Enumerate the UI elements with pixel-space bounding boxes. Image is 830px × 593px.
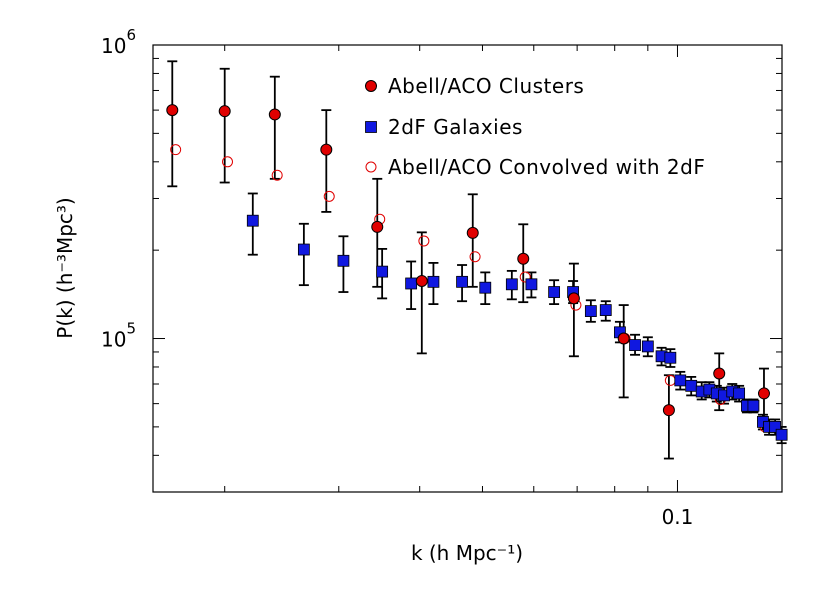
convolved-point xyxy=(664,374,676,386)
convolved-point xyxy=(418,235,430,247)
galaxy-point xyxy=(337,254,350,267)
cluster-point xyxy=(567,292,580,305)
legend: Abell/ACO Clusters 2dF Galaxies Abell/ACO … xyxy=(365,74,705,179)
cluster-point xyxy=(662,404,675,417)
galaxy-point xyxy=(456,275,468,288)
y-tick-exponent: 6 xyxy=(126,26,136,44)
y-axis-title: P(k) (h⁻³Mpc³) xyxy=(53,197,77,338)
cluster-point xyxy=(218,105,231,118)
x-axis-ticks: 0.1 xyxy=(224,45,694,529)
cluster-point xyxy=(713,367,726,380)
cluster-point xyxy=(320,143,333,156)
galaxy-point xyxy=(479,281,492,294)
galaxy-point xyxy=(376,265,389,278)
galaxy-point xyxy=(584,305,597,318)
legend-label: 2dF Galaxies xyxy=(388,115,523,139)
cluster-point xyxy=(371,220,384,233)
cluster-point xyxy=(466,226,479,239)
galaxy-point xyxy=(674,374,687,387)
cluster-point xyxy=(617,332,630,345)
galaxy-point xyxy=(548,286,561,298)
y-tick-exponent: 5 xyxy=(126,320,136,338)
convolved-point xyxy=(222,156,234,168)
galaxy-point xyxy=(685,379,698,392)
legend-label: Abell/ACO Clusters xyxy=(388,74,584,98)
galaxy-point xyxy=(427,275,440,288)
convolved-point xyxy=(469,251,481,263)
data-markers xyxy=(166,104,788,441)
convolved-point xyxy=(170,144,182,156)
cluster-point xyxy=(166,104,179,117)
galaxy-point xyxy=(599,304,612,316)
galaxy-point xyxy=(733,387,746,400)
cluster-point xyxy=(415,275,428,288)
convolved-point xyxy=(271,169,283,181)
plot-frame xyxy=(152,44,783,493)
galaxy-point xyxy=(297,243,310,256)
legend-convolved-marker xyxy=(365,161,377,173)
cluster-point xyxy=(517,252,530,265)
convolved-point xyxy=(519,271,531,283)
galaxy-point xyxy=(641,340,654,353)
legend-label: Abell/ACO Convolved with 2dF xyxy=(388,155,705,179)
cluster-point xyxy=(268,108,281,121)
x-tick-label: 0.1 xyxy=(662,505,694,529)
galaxy-point xyxy=(775,428,788,441)
galaxy-point xyxy=(769,420,782,433)
y-tick-label: 106 xyxy=(101,26,136,58)
galaxy-point xyxy=(246,214,259,227)
galaxy-point xyxy=(525,278,538,291)
x-axis-title: k (h Mpc⁻¹) xyxy=(411,541,523,565)
y-tick-label: 105 xyxy=(101,320,136,352)
galaxy-point xyxy=(405,277,418,290)
legend-clusters-marker xyxy=(365,80,377,92)
galaxy-point xyxy=(747,399,760,412)
galaxy-point xyxy=(664,351,677,364)
legend-galaxies-marker xyxy=(365,121,377,133)
convolved-point xyxy=(323,190,335,202)
galaxy-point xyxy=(629,339,641,351)
galaxy-point xyxy=(505,278,518,291)
cluster-point xyxy=(757,387,770,400)
